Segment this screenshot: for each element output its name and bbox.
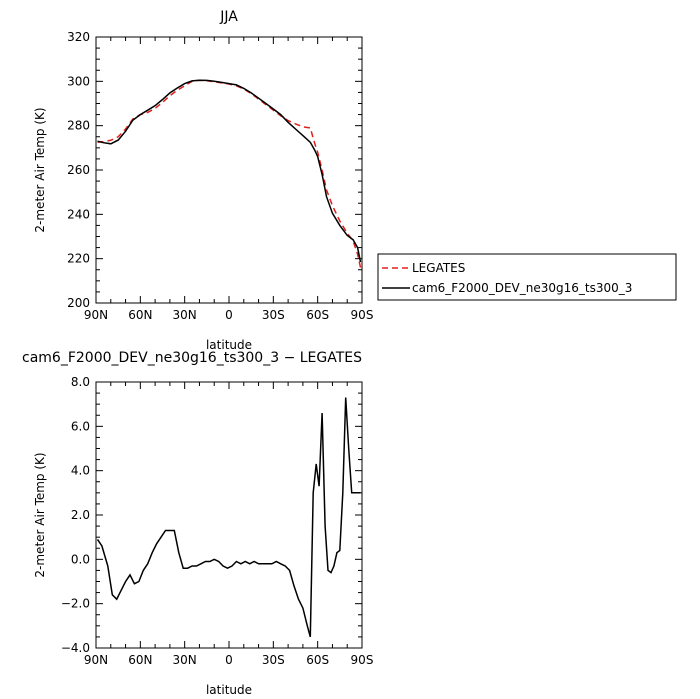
- x-tick-label: 30S: [262, 308, 285, 322]
- x-tick-label: 0: [225, 653, 233, 667]
- x-tick-label: 60N: [128, 308, 152, 322]
- y-tick-label: 240: [67, 207, 90, 221]
- y-tick-label: 200: [67, 296, 90, 310]
- x-tick-label: 30N: [173, 308, 197, 322]
- x-tick-label: 60S: [306, 653, 329, 667]
- x-tick-label: 60N: [128, 653, 152, 667]
- x-tick-label: 90S: [351, 308, 374, 322]
- legend-box: [377, 253, 677, 301]
- legend: LEGATES cam6_F2000_DEV_ne30g16_ts300_3: [377, 253, 677, 301]
- y-axis-label: 2-meter Air Temp (K): [33, 452, 47, 577]
- legend-label-1: cam6_F2000_DEV_ne30g16_ts300_3: [412, 281, 632, 295]
- x-tick-label: 90S: [351, 653, 374, 667]
- y-tick-label: 220: [67, 252, 90, 266]
- y-tick-label: 6.0: [71, 419, 90, 433]
- y-tick-label: 280: [67, 119, 90, 133]
- series-line-0: [97, 79, 362, 268]
- y-tick-label: 300: [67, 74, 90, 88]
- y-tick-label: 4.0: [71, 464, 90, 478]
- chart-title: cam6_F2000_DEV_ne30g16_ts300_3 − LEGATES: [22, 350, 362, 366]
- series-line-1: [97, 79, 362, 263]
- top-panel: JJA 90N 60N 30N 0 30S 60S 90S 200 220 240 260 280 300…: [33, 9, 677, 352]
- x-axis-label: latitude: [206, 683, 252, 697]
- x-tick-label: 90N: [84, 653, 108, 667]
- y-tick-label: 0.0: [71, 552, 90, 566]
- y-axis-label: 2-meter Air Temp (K): [33, 107, 47, 232]
- chart-title: JJA: [219, 9, 238, 25]
- x-tick-label: 0: [225, 308, 233, 322]
- y-tick-label: 8.0: [71, 375, 90, 389]
- bottom-panel: cam6_F2000_DEV_ne30g16_ts300_3 − LEGATES…: [22, 350, 373, 697]
- y-tick-label: −4.0: [61, 641, 90, 655]
- x-tick-label: 60S: [306, 308, 329, 322]
- x-tick-label: 30N: [173, 653, 197, 667]
- x-tick-label: 30S: [262, 653, 285, 667]
- y-tick-label: 2.0: [71, 508, 90, 522]
- legend-label-0: LEGATES: [412, 261, 465, 275]
- x-axis-label: latitude: [206, 338, 252, 352]
- y-tick-label: −2.0: [61, 597, 90, 611]
- y-tick-label: 260: [67, 163, 90, 177]
- x-tick-label: 90N: [84, 308, 108, 322]
- y-tick-label: 320: [67, 30, 90, 44]
- series-line-0: [96, 397, 361, 638]
